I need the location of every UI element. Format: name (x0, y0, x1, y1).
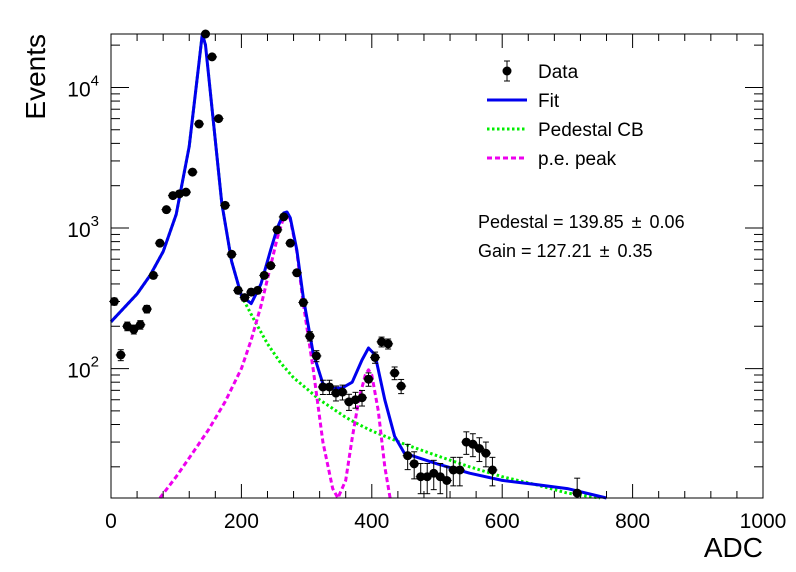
data-point (311, 350, 322, 363)
data-point (115, 349, 126, 362)
data-point (467, 433, 478, 458)
legend-item: Fit (487, 91, 560, 112)
data-point (194, 119, 205, 129)
data-point (324, 379, 335, 395)
curve-pedestal-cb (109, 32, 601, 500)
y-tick-label: 102 (67, 354, 99, 383)
x-tick-label: 400 (354, 510, 389, 533)
data-point (278, 212, 289, 222)
data-point (207, 52, 218, 62)
legend: Data Fit Pedestal CB p.e. peak (487, 60, 644, 170)
data-point (252, 285, 263, 295)
legend-label: Pedestal CB (538, 120, 644, 141)
legend-item: Pedestal CB (487, 120, 644, 141)
y-tick-label: 104 (67, 72, 99, 101)
axes-layer: 0 200 400 600 800 1000 104 103 102 (67, 34, 786, 533)
data-point (402, 443, 413, 471)
data-point (298, 298, 309, 308)
data-points-layer (109, 29, 583, 499)
data-point (285, 238, 296, 248)
data-point (154, 238, 165, 248)
x-tick-label: 200 (224, 510, 259, 533)
data-point (141, 304, 152, 314)
data-point (135, 320, 146, 330)
plot-frame (110, 33, 764, 499)
data-point (383, 338, 394, 350)
x-tick-label: 600 (485, 510, 520, 533)
curve-fit (109, 32, 607, 500)
data-point (148, 270, 159, 280)
data-point (363, 372, 374, 387)
pedestal-annotation-error: 0.06 (650, 212, 685, 232)
data-point (180, 187, 191, 197)
data-point (272, 225, 283, 235)
data-point (128, 324, 139, 335)
pedestal-annotation: Pedestal = 139.85 ± 0.06 (478, 212, 685, 232)
data-point (350, 391, 361, 409)
data-point (233, 285, 244, 295)
data-point (265, 261, 276, 271)
legend-item: Data (502, 60, 579, 83)
gain-annotation-error: 0.35 (618, 241, 653, 261)
data-point (239, 293, 250, 303)
data-point (337, 384, 348, 401)
data-point (474, 437, 485, 463)
data-point (454, 456, 465, 487)
gain-annotation-value: Gain = 127.21 (478, 241, 592, 261)
x-tick-label: 800 (615, 510, 650, 533)
data-point (448, 456, 459, 487)
data-point (409, 451, 420, 480)
data-point (396, 378, 407, 395)
data-point (487, 456, 498, 487)
data-point (415, 462, 426, 495)
data-point (122, 321, 133, 332)
data-point (480, 441, 491, 468)
x-tick-label: 1000 (740, 510, 787, 533)
data-point (304, 331, 315, 342)
legend-label: Data (538, 62, 579, 83)
legend-label: p.e. peak (538, 149, 617, 170)
legend-item: p.e. peak (487, 149, 617, 170)
data-point (259, 270, 270, 280)
data-point (370, 351, 381, 364)
data-point (435, 462, 446, 495)
data-point (187, 167, 198, 177)
data-point (220, 200, 231, 210)
y-tick-label: 103 (67, 213, 99, 242)
data-point (389, 366, 400, 381)
gain-annotation: Gain = 127.21 ± 0.35 (478, 241, 653, 261)
data-point (317, 379, 328, 395)
x-axis-title: ADC (704, 532, 763, 563)
legend-label: Fit (538, 91, 560, 112)
curves-layer (109, 32, 607, 500)
data-point (161, 205, 172, 215)
pedestal-annotation-value: Pedestal = 139.85 (478, 212, 624, 232)
data-point (357, 389, 368, 407)
pedestal-annotation-pm: ± (632, 212, 642, 232)
x-tick-label: 0 (105, 510, 117, 533)
y-axis-title: Events (20, 34, 51, 120)
data-point (226, 249, 237, 259)
gain-annotation-pm: ± (600, 241, 610, 261)
data-point (291, 268, 302, 278)
data-point (213, 114, 224, 124)
